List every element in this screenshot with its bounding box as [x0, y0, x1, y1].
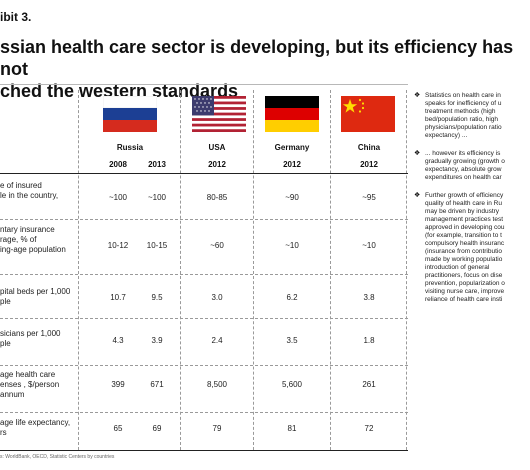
title-line-1: ssian health care sector is developing, … [0, 37, 514, 79]
table-cell: 10.7 [110, 293, 126, 302]
table-cell: 671 [150, 380, 164, 389]
table-cell: 3.0 [211, 293, 223, 302]
diamond-bullet-icon: ❖ [414, 92, 421, 99]
year-china: 2012 [360, 160, 378, 169]
column-divider [180, 90, 181, 450]
table-cell: ~100 [108, 193, 128, 202]
note-item: ❖ ... however its efficiency is graduall… [414, 150, 530, 182]
note-text: Statistics on health care in speaks for … [425, 92, 502, 139]
year-germany: 2012 [283, 160, 301, 169]
note-text: Further growth of efficiency quality of … [425, 192, 505, 303]
title-rule [0, 84, 408, 85]
table-cell: 81 [287, 424, 297, 433]
table-cell: 69 [152, 424, 162, 433]
china-flag-icon [341, 96, 395, 132]
row-label-physicians: sicians per 1,000 ple [0, 329, 61, 348]
table-cell: 3.5 [286, 336, 298, 345]
row-divider [0, 318, 408, 319]
source-note: s: WorldBank, OECD, Statistic Centers by… [0, 454, 115, 460]
table-cell: 9.5 [151, 293, 163, 302]
year-usa: 2012 [208, 160, 226, 169]
germany-flag-icon [265, 96, 319, 132]
russia-flag-icon [103, 96, 157, 132]
note-text: ... however its efficiency is gradually … [425, 150, 505, 181]
table-cell: ~60 [210, 241, 224, 250]
column-divider [406, 90, 407, 450]
column-divider [253, 90, 254, 450]
table-cell: ~10 [285, 241, 299, 250]
row-label-voluntary-insurance: ntary insurance rage, % of ing-age popul… [0, 225, 66, 254]
table-cell: 1.8 [363, 336, 375, 345]
column-divider [78, 90, 79, 450]
table-cell: 10-15 [146, 241, 168, 250]
note-item: ❖ Statistics on health care in speaks fo… [414, 92, 530, 140]
exhibit-label: ibit 3. [0, 10, 32, 24]
table-bottom-rule [0, 450, 408, 451]
table-cell: 65 [113, 424, 123, 433]
table-cell: ~95 [362, 193, 376, 202]
table-cell: ~10 [362, 241, 376, 250]
country-usa: USA [208, 143, 226, 152]
table-cell: 10-12 [107, 241, 129, 250]
table-cell: 2.4 [211, 336, 223, 345]
row-label-hospital-beds: pital beds per 1,000 ple [0, 287, 71, 306]
table-cell: 4.3 [112, 336, 124, 345]
year-russia-2: 2013 [148, 160, 166, 169]
country-china: China [357, 143, 381, 152]
table-cell: 79 [212, 424, 222, 433]
table-cell: ~90 [285, 193, 299, 202]
country-russia: Russia [116, 143, 144, 152]
row-divider [0, 412, 408, 413]
row-divider [0, 274, 408, 275]
table-cell: 3.9 [151, 336, 163, 345]
row-label-health-care-expenses: age health care enses , $/person annum [0, 370, 60, 399]
diamond-bullet-icon: ❖ [414, 150, 421, 157]
table-cell: 72 [364, 424, 374, 433]
table-cell: 6.2 [286, 293, 298, 302]
header-rule [0, 173, 408, 174]
table-cell: 261 [362, 380, 376, 389]
row-divider [0, 365, 408, 366]
year-russia-1: 2008 [109, 160, 127, 169]
note-item: ❖ Further growth of efficiency quality o… [414, 192, 530, 304]
row-divider [0, 219, 408, 220]
row-label-insured: e of insured le in the country, [0, 181, 59, 200]
country-germany: Germany [274, 143, 310, 152]
notes-panel: ❖ Statistics on health care in speaks fo… [414, 92, 530, 314]
row-label-life-expectancy: age life expectancy, rs [0, 418, 71, 437]
table-cell: 5,600 [281, 380, 303, 389]
diamond-bullet-icon: ❖ [414, 192, 421, 199]
table-cell: ~100 [147, 193, 167, 202]
table-cell: 8,500 [206, 380, 228, 389]
table-cell: 80-85 [206, 193, 228, 202]
page-title: ssian health care sector is developing, … [0, 36, 530, 102]
table-cell: 399 [111, 380, 125, 389]
column-divider [330, 90, 331, 450]
usa-flag-icon [192, 96, 246, 132]
table-cell: 3.8 [363, 293, 375, 302]
title-line-2: ched the western standards [0, 81, 239, 101]
